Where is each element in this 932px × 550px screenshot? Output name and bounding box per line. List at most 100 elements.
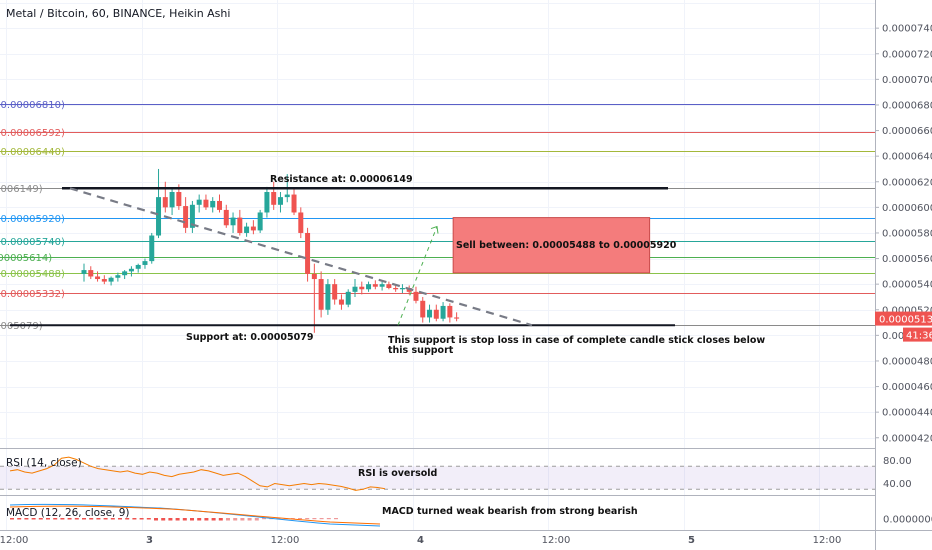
- candle-body: [454, 317, 460, 319]
- candle-body: [291, 194, 297, 213]
- macd-hist-bar: [82, 518, 86, 520]
- current-price-label: 0.00005131: [879, 315, 932, 326]
- macd-tick-label: 0.00000000: [883, 515, 932, 526]
- macd-hist-bar: [240, 518, 245, 521]
- macd-hist-bar: [46, 518, 50, 520]
- macd-note: MACD turned weak bearish from strong bea…: [382, 506, 638, 517]
- macd-hist-bar: [326, 518, 331, 520]
- candle-body: [176, 192, 182, 207]
- rsi-tick-label: 40.00: [883, 479, 912, 490]
- fib-label: 0(0.00005079): [0, 321, 43, 332]
- price-tick-label: 0.00006000: [882, 203, 932, 214]
- macd-hist-bar: [146, 518, 151, 520]
- price-tick-label: 0.00004800: [882, 356, 932, 367]
- macd-hist-bar: [305, 518, 310, 520]
- candle-body: [325, 284, 331, 310]
- macd-hist-bar: [298, 518, 302, 520]
- rsi-tick-label: 80.00: [883, 456, 912, 467]
- macd-hist-bar: [190, 518, 194, 521]
- macd-hist-bar: [262, 518, 266, 520]
- stop-loss-annotation-1: This support is stop loss in case of com…: [388, 335, 765, 346]
- price-tick-label: 0.00004200: [882, 433, 932, 444]
- macd-hist-bar: [226, 518, 230, 521]
- candle-body: [298, 212, 304, 233]
- time-tick-label: 3: [146, 535, 153, 546]
- candle-body: [277, 197, 283, 205]
- macd-hist-bar: [161, 518, 166, 521]
- price-tick-label: 0.00006200: [882, 177, 932, 188]
- candle-body: [338, 299, 344, 305]
- candle-body: [271, 192, 277, 205]
- trend-line: [69, 187, 533, 327]
- macd-hist-bar: [38, 518, 43, 520]
- candle-body: [366, 284, 372, 290]
- candle-body: [345, 291, 351, 305]
- rsi-line: [9, 456, 386, 491]
- macd-hist-bar: [254, 518, 259, 521]
- macd-hist-bar: [139, 518, 144, 520]
- macd-hist-bar: [290, 518, 295, 520]
- candle-body: [162, 197, 168, 208]
- candle-body: [420, 300, 426, 318]
- projection-line: [397, 226, 438, 326]
- candle-body: [244, 226, 250, 233]
- candle-body: [108, 277, 114, 282]
- macd-hist-bar: [182, 518, 187, 521]
- fib-label: 0.414(0.00006592): [0, 128, 65, 139]
- candle-body: [135, 264, 141, 269]
- time-tick-label: 12:00: [271, 535, 300, 546]
- macd-hist-bar: [233, 518, 238, 521]
- macd-hist-bar: [53, 518, 58, 520]
- candle-body: [203, 199, 209, 208]
- time-tick-label: 4: [417, 535, 424, 546]
- fib-label: 0.618(0.00006810): [0, 100, 65, 111]
- candle-body: [372, 284, 378, 287]
- macd-hist-bar: [103, 518, 108, 520]
- macd-hist-bar: [168, 518, 173, 521]
- candle-body: [284, 194, 290, 198]
- candle-body: [189, 204, 195, 228]
- stop-loss-annotation-2: this support: [388, 345, 454, 356]
- candle-body: [352, 286, 358, 292]
- price-tick-label: 0.00005800: [882, 228, 932, 239]
- macd-hist-bar: [67, 518, 72, 520]
- candle-body: [128, 268, 134, 272]
- price-axis[interactable]: 0.00007400 0.00007200 0.00007000 0.00006800…: [875, 0, 932, 550]
- candle-body: [210, 200, 216, 208]
- rsi-band: [0, 466, 875, 490]
- candle-body: [101, 279, 107, 282]
- price-tick-label: 0.00005200: [882, 305, 932, 316]
- candle-body: [250, 226, 256, 231]
- price-tick-label: 0.00007200: [882, 49, 932, 60]
- macd-hist-bar: [211, 518, 216, 521]
- rsi-pane: [0, 456, 875, 491]
- symbol-title: Metal / Bitcoin, 60, BINANCE, Heikin Ash…: [6, 7, 230, 20]
- candle-body: [413, 291, 419, 301]
- candle-body: [447, 305, 453, 318]
- macd-hist-bar: [17, 518, 22, 520]
- price-tick-label: 0.00006800: [882, 100, 932, 111]
- macd-hist-bar: [132, 518, 137, 520]
- macd-hist-bar: [175, 518, 180, 521]
- candle-body: [332, 284, 338, 300]
- candle-body: [433, 309, 439, 319]
- candle-body: [115, 275, 121, 278]
- candle-body: [122, 271, 128, 276]
- fib-label: 0.272(0.00006440): [0, 147, 65, 158]
- time-tick-label: 12:00: [0, 535, 28, 546]
- macd-hist-bar: [334, 518, 338, 520]
- sell-zone: [452, 217, 651, 274]
- candles: [81, 168, 460, 333]
- rsi-title: RSI (14, close): [6, 457, 82, 469]
- time-tick-label: 12:00: [542, 535, 571, 546]
- macd-hist-bar: [247, 518, 252, 521]
- price-tick-label: 0.00004600: [882, 382, 932, 393]
- macd-hist-bar: [74, 518, 79, 520]
- time-axis[interactable]: 12:00312:00412:00512:00612:00712:00812:0…: [0, 530, 932, 547]
- rsi-note: RSI is oversold: [358, 468, 437, 479]
- candle-body: [88, 270, 94, 277]
- macd-hist-bar: [118, 518, 122, 520]
- macd-hist-bar: [125, 518, 130, 520]
- candle-body: [223, 209, 229, 226]
